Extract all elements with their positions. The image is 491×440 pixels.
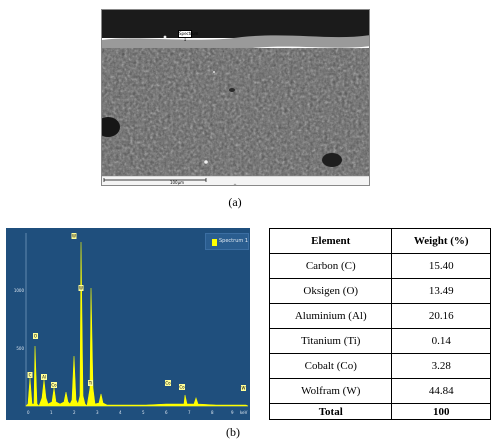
x-tick-label: 1 <box>50 410 53 415</box>
weight-cell: 0.14 <box>391 328 491 354</box>
total-value: 100 <box>391 403 491 420</box>
weight-cell: 20.16 <box>391 303 491 329</box>
element-cell: Cobalt (Co) <box>268 353 393 379</box>
weight-cell: 13.49 <box>391 278 491 304</box>
peak-label: W <box>242 386 246 391</box>
element-cell: Titanium (Ti) <box>268 328 393 354</box>
table-header-row: Element Weight (%) <box>268 228 491 254</box>
caption-b: (b) <box>226 425 240 439</box>
header-element: Element <box>268 228 393 254</box>
scale-bar-label: 100µm <box>169 180 185 185</box>
x-tick-label: 8 <box>211 410 214 415</box>
total-label: Total <box>268 403 393 420</box>
x-tick-label: 5 <box>142 410 145 415</box>
sem-micrograph: Spectrum 1 100µm <box>101 9 370 186</box>
peak-label: Co <box>165 381 171 386</box>
eds-spectrum: 1000 500 0 1 2 3 4 5 6 7 8 9 keV C O Al … <box>6 228 250 420</box>
peak-label: W <box>72 234 76 239</box>
peak-label: O <box>34 334 37 339</box>
spectrum-legend: Spectrum 1 <box>205 233 249 250</box>
spectrum-trace <box>25 241 249 407</box>
peak-label: W <box>79 286 83 291</box>
table-row: Carbon (C) 15.40 <box>268 253 491 279</box>
x-tick-label: 9 <box>231 410 234 415</box>
x-tick-label: 3 <box>96 410 99 415</box>
header-weight: Weight (%) <box>391 228 491 254</box>
peak-label: Ti <box>88 381 92 386</box>
peak-label: C <box>29 373 32 378</box>
legend-label: Spectrum 1 <box>219 238 248 244</box>
y-tick-label: 500 <box>16 346 24 351</box>
composition-table: Element Weight (%) Carbon (C) 15.40 Oksi… <box>268 228 491 420</box>
table-row: Aluminium (Al) 20.16 <box>268 303 491 329</box>
element-cell: Aluminium (Al) <box>268 303 393 329</box>
element-cell: Carbon (C) <box>268 253 393 279</box>
weight-cell: 44.84 <box>391 378 491 404</box>
x-tick-label: keV <box>240 410 248 415</box>
caption-a: (a) <box>228 195 242 209</box>
x-tick-label: 2 <box>73 410 76 415</box>
element-cell: Oksigen (O) <box>268 278 393 304</box>
y-tick-label: 1000 <box>14 288 25 293</box>
table-row: Oksigen (O) 13.49 <box>268 278 491 304</box>
x-tick-label: 6 <box>165 410 168 415</box>
spectrum-marker: Spectrum 1 <box>178 30 199 42</box>
table-total-row: Total 100 <box>268 403 491 420</box>
x-tick-label: 7 <box>188 410 191 415</box>
weight-cell: 3.28 <box>391 353 491 379</box>
x-tick-label: 4 <box>119 410 122 415</box>
table-row: Titanium (Ti) 0.14 <box>268 328 491 354</box>
weight-cell: 15.40 <box>391 253 491 279</box>
table-row: Cobalt (Co) 3.28 <box>268 353 491 379</box>
element-cell: Wolfram (W) <box>268 378 393 404</box>
peak-label: Al <box>42 375 46 380</box>
peak-label: Co <box>51 383 57 388</box>
x-tick-label: 0 <box>27 410 30 415</box>
legend-swatch <box>212 239 217 246</box>
table-row: Wolfram (W) 44.84 <box>268 378 491 404</box>
peak-label: Co <box>179 385 185 390</box>
